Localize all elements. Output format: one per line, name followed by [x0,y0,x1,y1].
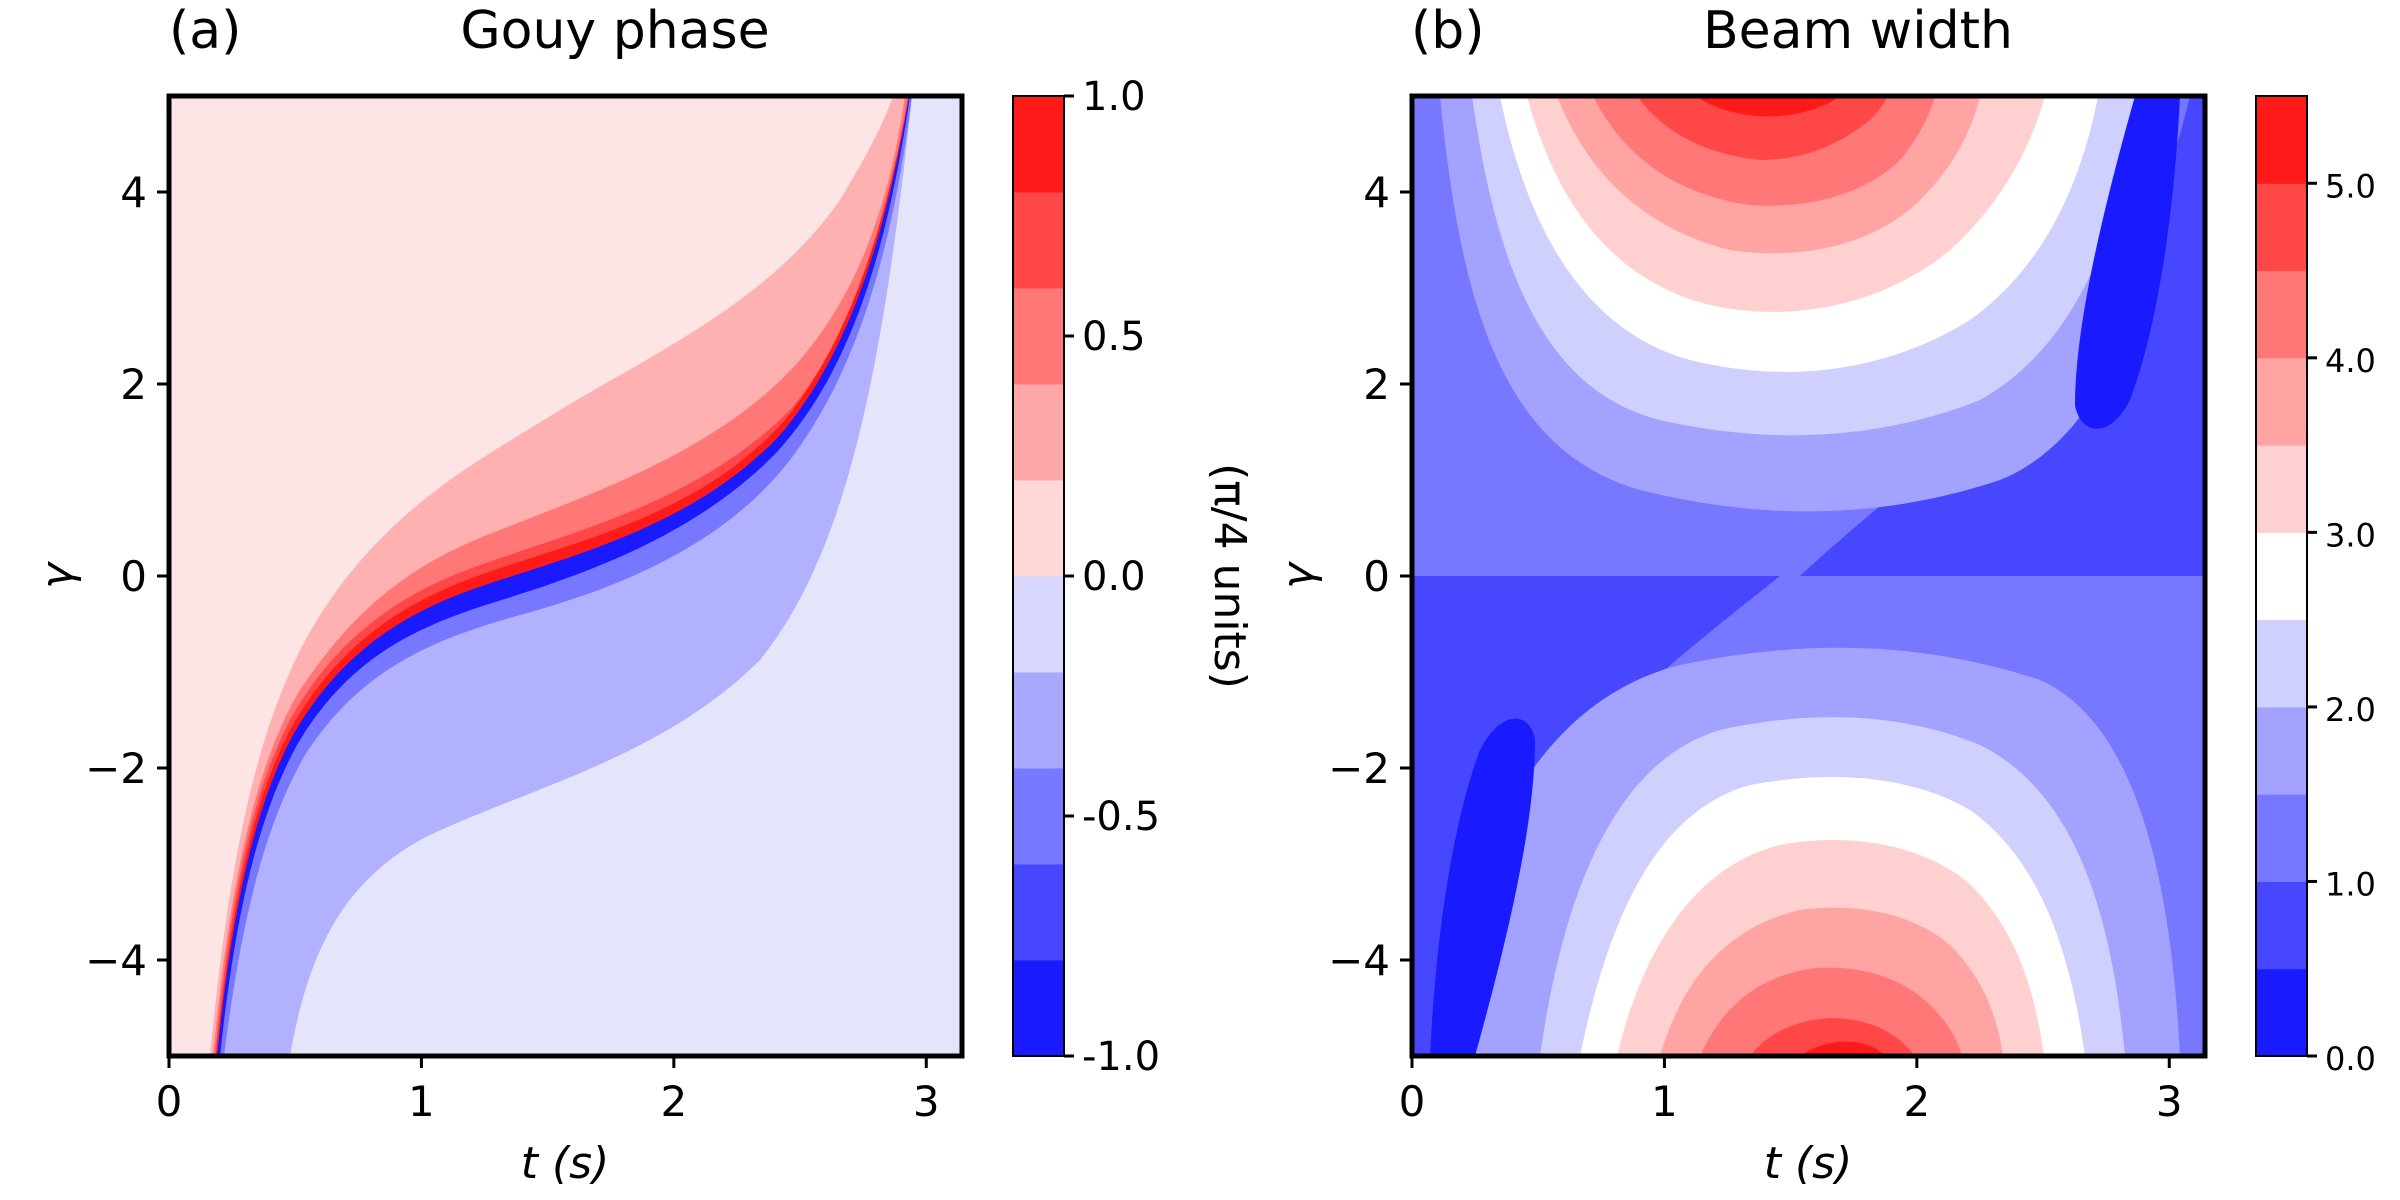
gouy-phase-y-tick-label: 0 [120,552,147,601]
gouy-phase-colorbar-segment [1013,384,1064,481]
gouy-phase-colorbar-tick-label: -1.0 [1082,1034,1160,1080]
beam-width-colorbar-ticks: 0.0 1.0 2.0 3.0 4.0 5.0 [2307,167,2376,1078]
beam-width-y-tick-label: −4 [1328,936,1390,985]
beam-width-colorbar-frame [2255,95,2308,1057]
gouy-phase-colorbar-segment [1013,768,1064,865]
beam-width-x-tick-label: 1 [1651,1077,1678,1126]
beam-width-colorbar-segment [2256,968,2307,1057]
gouy-phase-x-tick-label: 2 [660,1077,687,1126]
beam-width-colorbar-tick-label: 1.0 [2325,865,2376,903]
panel-label-a: (a) [169,1,241,61]
gouy-phase-x-tick-label: 3 [913,1077,940,1126]
beam-width-y-tick-label: 0 [1363,552,1390,601]
gouy-phase-y-axis-label: γ [32,561,83,589]
beam-width-y-tick-label: 2 [1363,360,1390,409]
gouy-phase-colorbar-segment [1013,288,1064,385]
beam-level-band [1800,96,2205,576]
gouy-phase-x-tick-label: 0 [156,1077,183,1126]
beam-width-y-tick-label: −2 [1328,744,1390,793]
beam-width-colorbar-segment [2256,183,2307,272]
gouy-phase-colorbar-ticks: -1.0 -0.5 0.0 0.5 1.0 [1064,74,1160,1080]
gouy-level-band [169,96,962,1056]
beam-width-colorbar-tick-label: 5.0 [2325,167,2376,205]
beam-level-band [1800,1041,1885,1056]
beam-level-band [1430,718,1535,1056]
gouy-phase-panel: (a) Gouy phase 0 1 2 3 −4 −2 0 2 4 t (s) γ -1.0… [32,1,1255,1189]
beam-width-colorbar-tick-label: 0.0 [2325,1040,2376,1078]
beam-width-panel: (b) Beam width [1273,1,2376,1189]
beam-width-colorbar-segment [2256,794,2307,882]
gouy-phase-colorbar-segment [1013,576,1064,673]
chart-title-gouy-phase: Gouy phase [460,1,769,61]
beam-width-x-tick-label: 3 [2156,1077,2183,1126]
beam-level-band [1412,576,1780,1056]
gouy-phase-x-ticks: 0 1 2 3 [156,1056,940,1126]
panel-label-b: (b) [1411,1,1485,61]
beam-width-plot-area [1412,96,2205,1056]
gouy-phase-colorbar-tick-label: 0.0 [1082,554,1146,600]
gouy-phase-y-ticks: −4 −2 0 2 4 [85,168,169,985]
beam-width-colorbar [2256,96,2307,1057]
gouy-phase-colorbar-segment [1013,96,1064,193]
beam-width-colorbar-tick-label: 4.0 [2325,342,2376,380]
beam-width-y-tick-label: 4 [1363,168,1390,217]
beam-level-band [1700,967,1962,1056]
gouy-phase-colorbar-segment [1013,192,1064,289]
beam-level-band [1695,96,1840,117]
beam-width-y-axis-label: γ [1273,561,1324,589]
gouy-phase-colorbar-tick-label: 1.0 [1082,74,1146,120]
gouy-phase-y-tick-label: −2 [85,744,147,793]
beam-width-colorbar-segment [2256,881,2307,970]
gouy-phase-colorbar-tick-label: -0.5 [1082,794,1160,840]
beam-width-x-ticks: 0 1 2 3 [1399,1056,2183,1126]
gouy-phase-y-tick-label: 2 [120,360,147,409]
beam-width-x-axis-label: t (s) [1764,1138,1853,1189]
beam-width-colorbar-segment [2256,619,2307,708]
gouy-phase-y-tick-label: −4 [85,936,147,985]
gouy-phase-colorbar [1013,96,1064,1057]
beam-width-x-tick-label: 2 [1903,1077,1930,1126]
beam-width-colorbar-segment [2256,96,2307,184]
gouy-phase-x-axis-label: t (s) [521,1138,610,1189]
beam-width-colorbar-segment [2256,532,2307,621]
beam-width-colorbar-tick-label: 3.0 [2325,516,2376,554]
beam-width-y-ticks: −4 −2 0 2 4 [1328,168,1412,985]
gouy-phase-y-tick-label: 4 [120,168,147,217]
beam-width-colorbar-tick-label: 2.0 [2325,691,2376,729]
gouy-phase-x-tick-label: 1 [408,1077,435,1126]
gouy-phase-colorbar-tick-label: 0.5 [1082,314,1146,360]
beam-width-colorbar-segment [2256,357,2307,446]
gouy-phase-colorbar-segment [1013,864,1064,961]
beam-width-colorbar-segment [2256,445,2307,533]
gouy-phase-colorbar-segment [1013,672,1064,769]
gouy-phase-colorbar-segment [1013,480,1064,577]
gouy-phase-plot-area [169,96,962,1056]
gouy-phase-colorbar-segment [1013,960,1064,1057]
beam-width-colorbar-segment [2256,270,2307,359]
gouy-phase-colorbar-label: (π/4 units) [1204,463,1255,689]
beam-width-x-tick-label: 0 [1399,1077,1426,1126]
beam-level-band [1637,96,1888,160]
beam-level-band [1750,1018,1915,1056]
chart-title-beam-width: Beam width [1703,1,2013,61]
beam-level-band [2075,96,2180,429]
beam-width-colorbar-segment [2256,706,2307,795]
